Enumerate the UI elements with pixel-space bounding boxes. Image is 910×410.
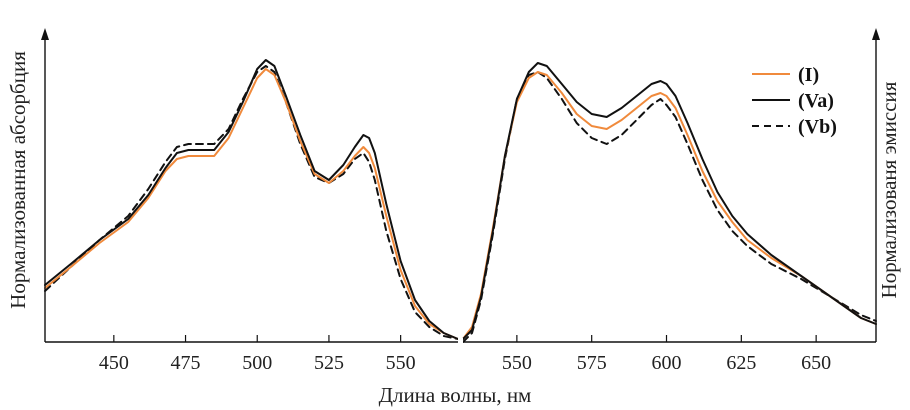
x-tick-label: 450: [99, 352, 129, 374]
y-axis-left-arrow: [41, 28, 49, 40]
y-axis-right-title: Нормализованя эмиссия: [877, 81, 901, 298]
legend-label-vb: (Vb): [798, 116, 837, 138]
x-axis-title: Длина волны, нм: [379, 383, 532, 407]
legend-label-i: (I): [798, 64, 819, 86]
x-tick-label: 550: [386, 352, 416, 374]
axes: 450 475 500 525 550 550 575 600 625 650: [41, 28, 880, 374]
x-tick-label: 650: [801, 352, 831, 374]
emission-series-i: [462, 71, 877, 340]
x-tick-label: 575: [577, 352, 607, 374]
y-axis-left-title: Нормализованная абсорбция: [6, 51, 30, 309]
x-axis-break: [458, 338, 463, 346]
absorption-series-va: [44, 59, 459, 340]
x-tick-label: 475: [171, 352, 201, 374]
plot-area: [44, 59, 877, 343]
legend: (I) (Va) (Vb): [752, 64, 837, 138]
x-tick-label: 625: [726, 352, 756, 374]
x-tick-label: 600: [652, 352, 682, 374]
absorption-series-i: [44, 68, 459, 340]
absorption-series-vb: [44, 65, 459, 340]
x-tick-label: 550: [502, 352, 532, 374]
emission-series-vb: [462, 71, 877, 343]
x-tick-label: 500: [242, 352, 272, 374]
emission-series-va: [462, 62, 877, 340]
x-tick-label: 525: [314, 352, 344, 374]
legend-label-va: (Va): [798, 90, 834, 112]
y-axis-right-arrow: [872, 28, 880, 40]
